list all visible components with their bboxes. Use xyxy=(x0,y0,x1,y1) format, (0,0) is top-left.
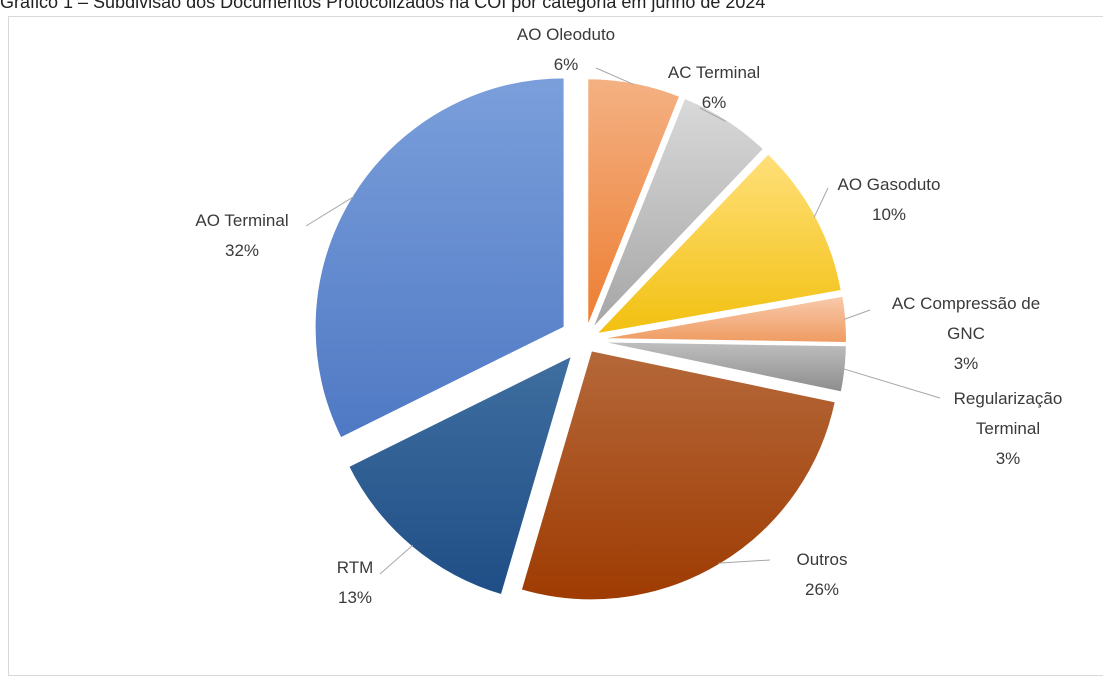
slice-label-line: Outros xyxy=(796,550,847,569)
slice-label-line: 6% xyxy=(554,55,579,74)
slice-label-line: 3% xyxy=(954,354,979,373)
slice-label-line: AO Terminal xyxy=(195,211,288,230)
leader-line-4 xyxy=(843,368,941,399)
leader-line-2 xyxy=(813,187,829,218)
leader-line-3 xyxy=(844,309,871,320)
pie-chart: AO Oleoduto 6% AC Terminal 6% AO Gasoduto 10%… xyxy=(195,25,1062,607)
chart-caption: Gráfico 1 – Subdivisão dos Documentos Pr… xyxy=(0,0,766,12)
slice-label-line: 3% xyxy=(996,449,1021,468)
slice-label-line: AC Compressão de xyxy=(892,294,1040,313)
slice-label-0: AO Oleoduto 6% xyxy=(517,25,615,74)
slice-label-3: AC Compressão de GNC 3% xyxy=(892,294,1040,373)
leader-line-1 xyxy=(699,107,726,122)
slice-label-line: AO Oleoduto xyxy=(517,25,615,44)
pie-slice-1 xyxy=(590,96,766,331)
pie-slice-0 xyxy=(586,77,682,329)
slice-label-line: Regularização xyxy=(954,389,1063,408)
slice-label-line: 10% xyxy=(872,205,906,224)
slice-label-line: AO Gasoduto xyxy=(837,175,940,194)
slice-label-2: AO Gasoduto 10% xyxy=(837,175,940,224)
slice-label-6: RTM 13% xyxy=(337,558,374,607)
leader-line-7 xyxy=(305,196,355,227)
slices-layer xyxy=(313,76,848,602)
slice-label-1: AC Terminal 6% xyxy=(668,63,760,112)
slice-label-line: Terminal xyxy=(976,419,1040,438)
leader-line-6 xyxy=(379,544,414,575)
slice-label-line: 13% xyxy=(338,588,372,607)
slice-label-5: Outros 26% xyxy=(796,550,847,599)
slice-label-7: AO Terminal 32% xyxy=(195,211,288,260)
pie-slice-7 xyxy=(313,76,566,440)
slice-label-line: 26% xyxy=(805,580,839,599)
slice-label-line: 6% xyxy=(702,93,727,112)
leader-line-0 xyxy=(595,67,635,86)
slice-label-line: AC Terminal xyxy=(668,63,760,82)
leader-lines-layer xyxy=(305,67,941,575)
labels-layer: AO Oleoduto 6% AC Terminal 6% AO Gasoduto 10%… xyxy=(195,25,1062,607)
slice-label-4: Regularização Terminal 3% xyxy=(954,389,1063,468)
pie-slice-5 xyxy=(519,349,838,602)
pie-slice-3 xyxy=(596,294,848,345)
slice-label-line: RTM xyxy=(337,558,374,577)
slice-label-line: GNC xyxy=(947,324,985,343)
slice-label-line: 32% xyxy=(225,241,259,260)
pie-slice-2 xyxy=(592,151,843,336)
leader-line-5 xyxy=(718,559,771,564)
